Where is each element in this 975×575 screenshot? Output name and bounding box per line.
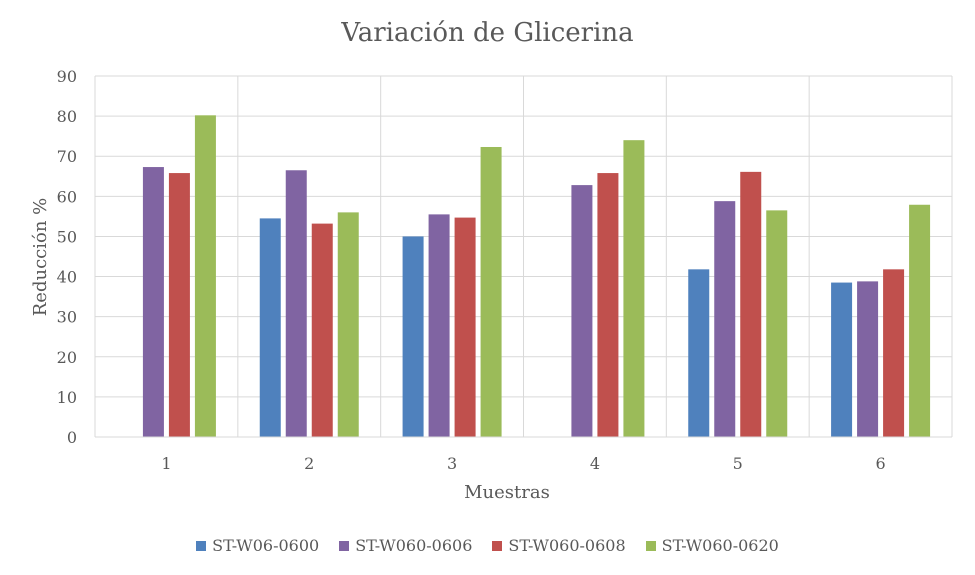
bar-1-cat-3 (402, 236, 424, 437)
bar-4-cat-1 (194, 115, 216, 437)
bar-3-cat-6 (883, 269, 905, 437)
y-axis-label: Reducción % (30, 198, 51, 317)
y-tick-label: 20 (57, 348, 77, 367)
bar-4-cat-4 (623, 140, 645, 437)
x-tick-label: 3 (447, 454, 457, 473)
legend-swatch (196, 540, 207, 551)
bar-3-cat-2 (311, 223, 333, 437)
bar-2-cat-3 (428, 214, 450, 437)
legend-item: ST-W060-0620 (645, 536, 779, 555)
axes: 0 10 20 30 40 50 60 70 80 90 1 2 3 4 5 6 (57, 67, 952, 473)
legend-swatch (492, 540, 503, 551)
bar-2-cat-4 (571, 185, 593, 437)
legend-item: ST-W060-0606 (339, 536, 472, 555)
gridlines (94, 75, 953, 438)
legend-swatch (645, 540, 656, 551)
legend-label: ST-W060-0620 (661, 536, 779, 555)
bar-2-cat-6 (857, 281, 879, 437)
legend-item: ST-W06-0600 (196, 536, 319, 555)
x-tick-label: 1 (161, 454, 171, 473)
legend-item: ST-W060-0608 (492, 536, 626, 555)
bar-3-cat-4 (597, 173, 619, 437)
bar-4-cat-6 (909, 204, 931, 437)
y-tick-label: 0 (67, 428, 77, 447)
bar-2-cat-1 (142, 167, 164, 437)
x-tick-label: 5 (733, 454, 743, 473)
y-tick-label: 60 (57, 187, 77, 206)
y-tick-label: 70 (57, 147, 77, 166)
x-tick-label: 4 (590, 454, 600, 473)
bar-2-cat-2 (285, 170, 307, 437)
x-tick-label: 2 (304, 454, 314, 473)
bars (142, 115, 931, 438)
bar-1-cat-6 (831, 282, 853, 437)
legend-label: ST-W06-0600 (212, 536, 320, 555)
chart-title: Variación de Glicerina (341, 18, 634, 48)
y-tick-label: 90 (57, 67, 77, 86)
x-tick-label: 6 (875, 454, 885, 473)
bar-3-cat-1 (168, 173, 190, 437)
y-tick-label: 50 (57, 227, 77, 246)
bar-2-cat-5 (714, 201, 736, 437)
bar-4-cat-5 (766, 210, 788, 437)
y-tick-label: 30 (57, 308, 77, 327)
bar-1-cat-5 (688, 269, 710, 437)
legend-label: ST-W060-0606 (355, 536, 473, 555)
y-tick-label: 40 (57, 268, 77, 287)
legend: ST-W06-0600 ST-W060-0606 ST-W060-0608 ST-W0… (0, 536, 975, 555)
bar-1-cat-2 (259, 218, 281, 437)
y-tick-label: 80 (57, 107, 77, 126)
bar-3-cat-3 (454, 217, 476, 437)
y-tick-label: 10 (57, 388, 77, 407)
bar-4-cat-2 (337, 212, 359, 437)
x-axis-label: Muestras (464, 482, 550, 503)
bar-4-cat-3 (480, 146, 502, 437)
legend-label: ST-W060-0608 (508, 536, 626, 555)
legend-swatch (339, 540, 350, 551)
bar-3-cat-5 (740, 171, 762, 438)
